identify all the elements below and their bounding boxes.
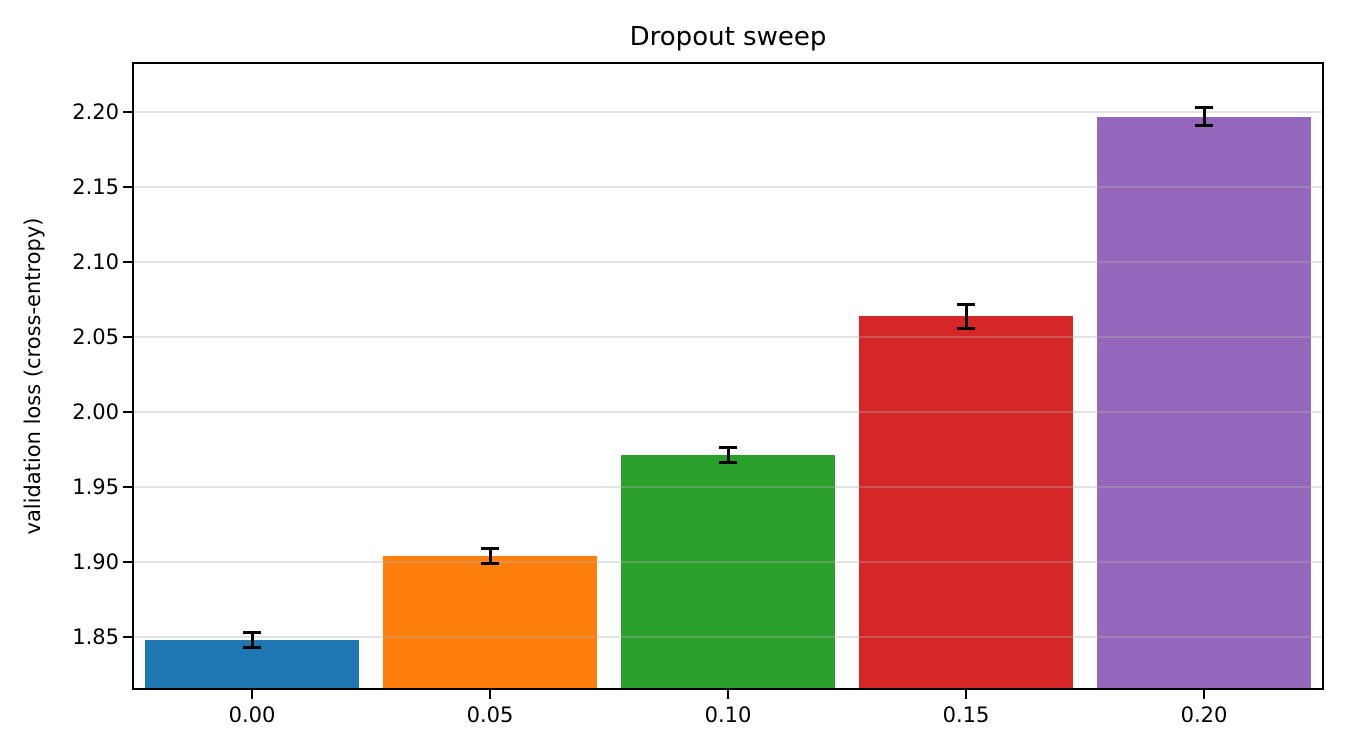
errorbar-cap [957,302,975,306]
bar-0.20 [1096,116,1312,689]
errorbar-stem [726,447,730,463]
x-tick-label: 0.10 [704,703,752,727]
y-tick-mark [123,336,132,339]
errorbar-cap [481,561,499,565]
plot-area: 1.85 1.90 1.95 2.00 2.05 2.10 2.15 2.20 0.00 0.05… [72,62,1324,727]
y-tick-label: 2.05 [72,325,119,350]
y-tick-mark [123,635,132,638]
y-tick-mark [123,186,132,189]
x-tick-mark [1203,690,1205,699]
y-tick-label: 2.10 [72,250,119,275]
errorbar-stem [964,304,968,329]
x-tick-label: 0.15 [942,703,990,727]
y-axis-label: validation loss (cross-entropy) [21,217,45,535]
bar-0.10 [620,455,836,689]
gridline [133,635,1323,638]
y-tick-label: 2.15 [72,175,119,200]
x-tick-mark [489,690,491,699]
errorbar-cap [243,630,261,634]
errorbar-stem [488,548,492,564]
errorbar-cap [719,446,737,450]
x-tick-mark [965,690,967,699]
gridline [133,261,1323,264]
gridline [133,410,1323,413]
y-tick-mark [123,111,132,114]
bar-0.15 [858,316,1074,689]
x-tick-label: 0.05 [466,703,514,727]
y-tick-mark [123,410,132,413]
y-tick-label: 1.90 [72,549,119,574]
errorbar-stem [250,632,254,648]
y-tick-mark [123,485,132,488]
y-tick-mark [123,261,132,264]
gridline [133,560,1323,563]
errorbar-stem [1202,107,1206,126]
errorbar-cap [1195,106,1213,110]
y-tick-label: 2.20 [72,100,119,125]
y-tick-label: 1.95 [72,474,119,499]
y-tick-label: 1.85 [72,624,119,649]
gridline [133,111,1323,114]
errorbar-cap [1195,124,1213,128]
chart-title: Dropout sweep [629,22,827,52]
y-tick-label: 2.00 [72,399,119,424]
x-tick-label: 0.00 [228,703,276,727]
bar-0.05 [382,555,598,689]
gridline [133,336,1323,339]
gridline [133,186,1323,189]
x-tick-label: 0.20 [1180,703,1228,727]
errorbar-cap [957,326,975,330]
y-tick-mark [123,560,132,563]
x-tick-mark [251,690,253,699]
x-tick-mark [727,690,729,699]
errorbar-cap [481,546,499,550]
errorbar-cap [719,461,737,465]
gridline [133,485,1323,488]
errorbar-cap [243,645,261,649]
